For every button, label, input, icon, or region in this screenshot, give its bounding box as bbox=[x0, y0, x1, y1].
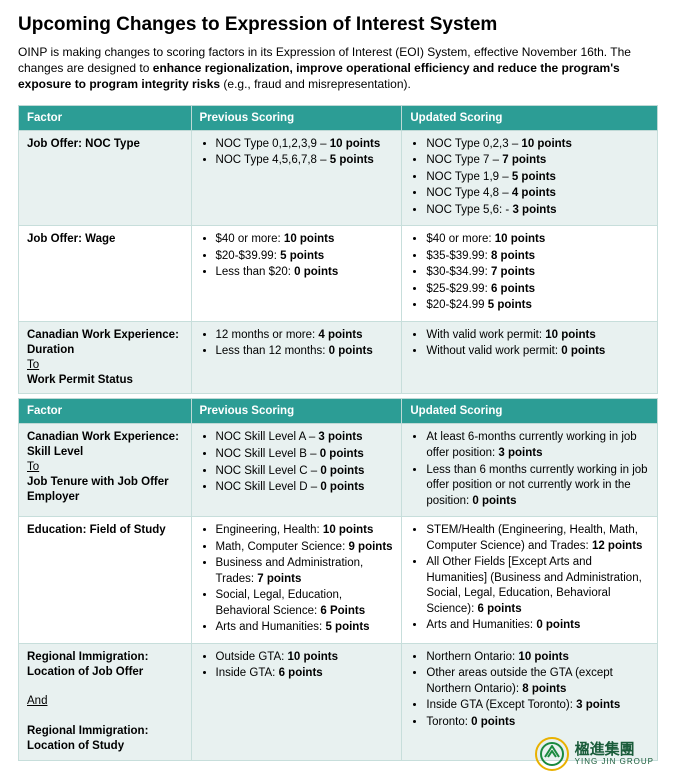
table-row: Canadian Work Experience: DurationToWork… bbox=[19, 321, 658, 394]
factor-cell: Job Offer: NOC Type bbox=[19, 130, 192, 226]
list-item: NOC Skill Level B – 0 points bbox=[216, 447, 394, 463]
list-item: Social, Legal, Education, Behavioral Sci… bbox=[216, 588, 394, 619]
list-item: At least 6-months currently working in j… bbox=[426, 430, 649, 461]
list-item: Arts and Humanities: 5 points bbox=[216, 620, 394, 636]
table-row: Education: Field of StudyEngineering, He… bbox=[19, 517, 658, 644]
list-item: $35-$39.99: 8 points bbox=[426, 249, 649, 265]
table-2-body: Canadian Work Experience: Skill LevelToJ… bbox=[19, 424, 658, 761]
scoring-table-1: Factor Previous Scoring Updated Scoring … bbox=[18, 105, 658, 395]
list-item: Math, Computer Science: 9 points bbox=[216, 540, 394, 556]
col-previous: Previous Scoring bbox=[191, 105, 402, 130]
list-item: NOC Type 4,8 – 4 points bbox=[426, 186, 649, 202]
previous-scoring-cell: Outside GTA: 10 pointsInside GTA: 6 poin… bbox=[191, 643, 402, 761]
page-title: Upcoming Changes to Expression of Intere… bbox=[18, 14, 658, 36]
updated-scoring-cell: STEM/Health (Engineering, Health, Math, … bbox=[402, 517, 658, 644]
intro-paragraph: OINP is making changes to scoring factor… bbox=[18, 44, 658, 93]
list-item: $40 or more: 10 points bbox=[426, 232, 649, 248]
col-factor: Factor bbox=[19, 105, 192, 130]
factor-cell: Canadian Work Experience: Skill LevelToJ… bbox=[19, 424, 192, 517]
scoring-table-2: Factor Previous Scoring Updated Scoring … bbox=[18, 398, 658, 761]
list-item: NOC Type 1,9 – 5 points bbox=[426, 170, 649, 186]
list-item: NOC Type 5,6: - 3 points bbox=[426, 203, 649, 219]
list-item: Less than 6 months currently working in … bbox=[426, 463, 649, 510]
list-item: NOC Type 4,5,6,7,8 – 5 points bbox=[216, 153, 394, 169]
table-1-body: Job Offer: NOC TypeNOC Type 0,1,2,3,9 – … bbox=[19, 130, 658, 394]
logo-icon bbox=[535, 737, 569, 771]
list-item: $40 or more: 10 points bbox=[216, 232, 394, 248]
factor-cell: Job Offer: Wage bbox=[19, 226, 192, 322]
previous-scoring-cell: NOC Skill Level A – 3 pointsNOC Skill Le… bbox=[191, 424, 402, 517]
list-item: Inside GTA: 6 points bbox=[216, 666, 394, 682]
list-item: $20-$39.99: 5 points bbox=[216, 249, 394, 265]
col-factor: Factor bbox=[19, 399, 192, 424]
factor-cell: Canadian Work Experience: DurationToWork… bbox=[19, 321, 192, 394]
updated-scoring-cell: $40 or more: 10 points$35-$39.99: 8 poin… bbox=[402, 226, 658, 322]
list-item: 12 months or more: 4 points bbox=[216, 328, 394, 344]
list-item: $30-$34.99: 7 points bbox=[426, 265, 649, 281]
list-item: $20-$24.99 5 points bbox=[426, 298, 649, 314]
list-item: NOC Skill Level A – 3 points bbox=[216, 430, 394, 446]
updated-scoring-cell: NOC Type 0,2,3 – 10 pointsNOC Type 7 – 7… bbox=[402, 130, 658, 226]
list-item: Toronto: 0 points bbox=[426, 715, 649, 731]
list-item: NOC Skill Level D – 0 points bbox=[216, 480, 394, 496]
list-item: NOC Type 7 – 7 points bbox=[426, 153, 649, 169]
list-item: With valid work permit: 10 points bbox=[426, 328, 649, 344]
logo-name: 楹進集團 bbox=[575, 742, 654, 757]
list-item: All Other Fields [Except Arts and Humani… bbox=[426, 555, 649, 617]
logo-subtitle: YING JIN GROUP bbox=[575, 757, 654, 766]
col-previous: Previous Scoring bbox=[191, 399, 402, 424]
list-item: NOC Type 0,2,3 – 10 points bbox=[426, 137, 649, 153]
table-row: Canadian Work Experience: Skill LevelToJ… bbox=[19, 424, 658, 517]
table-row: Job Offer: NOC TypeNOC Type 0,1,2,3,9 – … bbox=[19, 130, 658, 226]
list-item: Outside GTA: 10 points bbox=[216, 650, 394, 666]
list-item: NOC Type 0,1,2,3,9 – 10 points bbox=[216, 137, 394, 153]
previous-scoring-cell: NOC Type 0,1,2,3,9 – 10 pointsNOC Type 4… bbox=[191, 130, 402, 226]
list-item: Without valid work permit: 0 points bbox=[426, 344, 649, 360]
list-item: Engineering, Health: 10 points bbox=[216, 523, 394, 539]
list-item: STEM/Health (Engineering, Health, Math, … bbox=[426, 523, 649, 554]
brand-logo: 楹進集團 YING JIN GROUP bbox=[535, 737, 654, 771]
list-item: Northern Ontario: 10 points bbox=[426, 650, 649, 666]
table-row: Job Offer: Wage$40 or more: 10 points$20… bbox=[19, 226, 658, 322]
updated-scoring-cell: With valid work permit: 10 pointsWithout… bbox=[402, 321, 658, 394]
list-item: Business and Administration, Trades: 7 p… bbox=[216, 556, 394, 587]
previous-scoring-cell: $40 or more: 10 points$20-$39.99: 5 poin… bbox=[191, 226, 402, 322]
updated-scoring-cell: At least 6-months currently working in j… bbox=[402, 424, 658, 517]
list-item: Arts and Humanities: 0 points bbox=[426, 618, 649, 634]
previous-scoring-cell: Engineering, Health: 10 pointsMath, Comp… bbox=[191, 517, 402, 644]
list-item: Other areas outside the GTA (except Nort… bbox=[426, 666, 649, 697]
list-item: NOC Skill Level C – 0 points bbox=[216, 464, 394, 480]
list-item: Inside GTA (Except Toronto): 3 points bbox=[426, 698, 649, 714]
factor-cell: Regional Immigration: Location of Job Of… bbox=[19, 643, 192, 761]
previous-scoring-cell: 12 months or more: 4 pointsLess than 12 … bbox=[191, 321, 402, 394]
col-updated: Updated Scoring bbox=[402, 105, 658, 130]
list-item: Less than $20: 0 points bbox=[216, 265, 394, 281]
col-updated: Updated Scoring bbox=[402, 399, 658, 424]
list-item: $25-$29.99: 6 points bbox=[426, 282, 649, 298]
factor-cell: Education: Field of Study bbox=[19, 517, 192, 644]
list-item: Less than 12 months: 0 points bbox=[216, 344, 394, 360]
